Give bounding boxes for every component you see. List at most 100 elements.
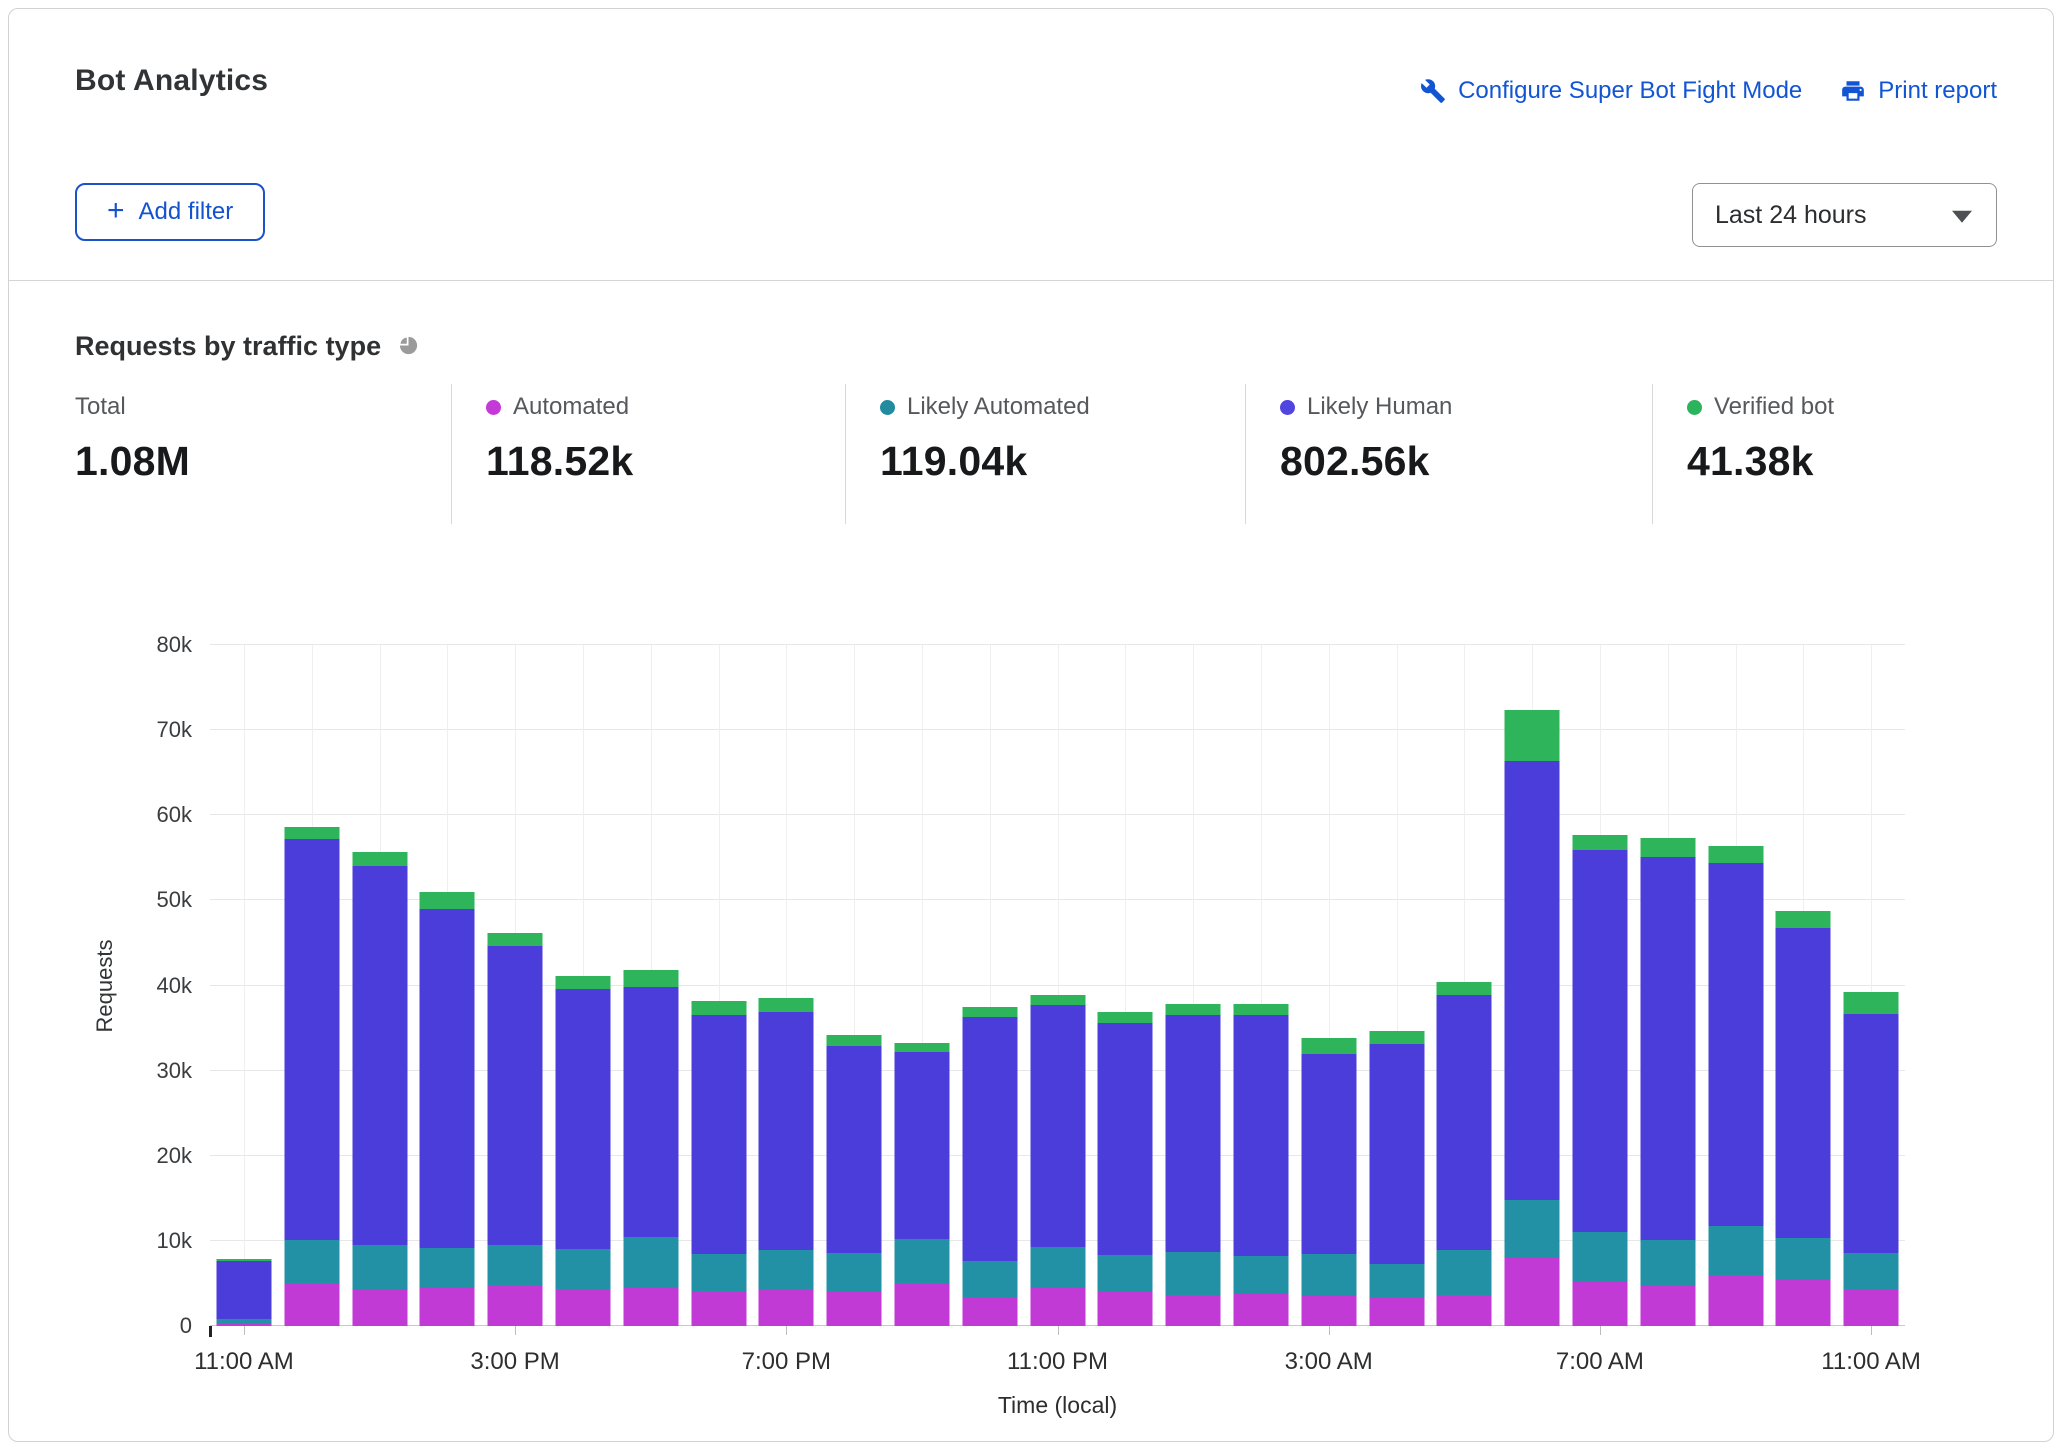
bot-analytics-page: Bot Analytics Configure Super Bot Fight … (0, 0, 2062, 1450)
plot-area[interactable]: Requests Time (local) 010k20k30k40k50k60… (210, 645, 1905, 1326)
bar-segment-verified-bot (1572, 835, 1627, 850)
stacked-bar[interactable] (420, 645, 475, 1326)
stacked-bar[interactable] (1098, 645, 1153, 1326)
stacked-bar[interactable] (1505, 645, 1560, 1326)
bar-segment-likely-automated (691, 1254, 746, 1291)
stacked-bar[interactable] (1776, 645, 1831, 1326)
stacked-bar[interactable] (691, 645, 746, 1326)
stat-automated[interactable]: Automated 118.52k (451, 384, 845, 524)
stacked-bar[interactable] (1030, 645, 1085, 1326)
bar-segment-likely-automated (1437, 1250, 1492, 1295)
y-tick-label: 30k (118, 1060, 192, 1082)
bar-segment-verified-bot (555, 976, 610, 989)
bar-segment-likely-automated (488, 1245, 543, 1285)
time-range-select[interactable]: Last 24 hours (1692, 183, 1997, 247)
x-tick (786, 1326, 787, 1335)
header-links: Configure Super Bot Fight Mode Print rep… (1420, 77, 1997, 105)
bar-segment-automated (1301, 1296, 1356, 1326)
bar-segment-verified-bot (216, 1259, 271, 1262)
bar-segment-likely-human (1776, 928, 1831, 1238)
bar-segment-likely-human (1640, 857, 1695, 1240)
bar-segment-verified-bot (488, 933, 543, 946)
bar-segment-automated (1030, 1288, 1085, 1326)
stacked-bar[interactable] (1166, 645, 1221, 1326)
bar-segment-verified-bot (420, 892, 475, 909)
bar-segment-automated (1098, 1292, 1153, 1326)
x-tick (515, 1326, 516, 1335)
bar-segment-verified-bot (1437, 982, 1492, 995)
stacked-bar[interactable] (759, 645, 814, 1326)
bar-segment-likely-human (1505, 761, 1560, 1200)
bar-segment-automated (1437, 1295, 1492, 1326)
bar-segment-likely-automated (1030, 1247, 1085, 1288)
pie-chart-icon (397, 334, 420, 362)
stacked-bar[interactable] (1708, 645, 1763, 1326)
stacked-bar[interactable] (1369, 645, 1424, 1326)
bar-segment-verified-bot (1166, 1004, 1221, 1015)
bar-segment-likely-human (1708, 863, 1763, 1226)
stacked-bar[interactable] (284, 645, 339, 1326)
stacked-bar[interactable] (1233, 645, 1288, 1326)
chevron-down-icon (1952, 211, 1972, 223)
stacked-bar[interactable] (1301, 645, 1356, 1326)
stat-likely-human[interactable]: Likely Human 802.56k (1245, 384, 1652, 524)
print-report-link[interactable]: Print report (1840, 77, 1997, 105)
bar-segment-automated (352, 1289, 407, 1326)
configure-super-bot-fight-mode-link[interactable]: Configure Super Bot Fight Mode (1420, 77, 1802, 105)
stat-total: Total 1.08M (75, 384, 451, 524)
bar-segment-likely-human (488, 946, 543, 1246)
x-tick-label: 11:00 AM (194, 1348, 294, 1376)
stacked-bar[interactable] (216, 645, 271, 1326)
stacked-bar[interactable] (1640, 645, 1695, 1326)
bot-analytics-card: Bot Analytics Configure Super Bot Fight … (8, 8, 2054, 1442)
stacked-bar[interactable] (623, 645, 678, 1326)
bar-segment-likely-automated (420, 1248, 475, 1288)
bar-segment-verified-bot (1369, 1031, 1424, 1044)
bar-segment-likely-automated (1844, 1253, 1899, 1289)
bar-segment-verified-bot (1098, 1012, 1153, 1023)
add-filter-button[interactable]: + Add filter (75, 183, 265, 241)
stat-verified-bot[interactable]: Verified bot 41.38k (1652, 384, 1997, 524)
bar-segment-automated (488, 1285, 543, 1326)
stacked-bar[interactable] (962, 645, 1017, 1326)
stat-likely-human-label: Likely Human (1307, 392, 1452, 422)
stacked-bar[interactable] (555, 645, 610, 1326)
bar-segment-likely-automated (759, 1250, 814, 1289)
x-tick-label: 3:00 PM (470, 1348, 559, 1376)
stacked-bar[interactable] (1844, 645, 1899, 1326)
bar-segment-verified-bot (962, 1007, 1017, 1017)
requests-by-traffic-type-chart: Requests Time (local) 010k20k30k40k50k60… (9, 609, 2053, 1419)
stacked-bar[interactable] (894, 645, 949, 1326)
stacked-bar[interactable] (488, 645, 543, 1326)
bar-segment-automated (1369, 1297, 1424, 1326)
bar-segment-likely-human (1437, 995, 1492, 1250)
bar-segment-likely-automated (1776, 1238, 1831, 1280)
y-tick-label: 70k (118, 719, 192, 741)
bar-segment-likely-automated (1369, 1264, 1424, 1297)
bar-segment-verified-bot (827, 1035, 882, 1046)
printer-icon (1840, 78, 1866, 104)
bar-segment-likely-automated (1708, 1226, 1763, 1275)
x-tick-label: 3:00 AM (1285, 1348, 1373, 1376)
bar-segment-likely-human (1233, 1015, 1288, 1256)
bar-segment-verified-bot (1505, 710, 1560, 761)
x-tick (244, 1326, 245, 1335)
stat-likely-automated[interactable]: Likely Automated 119.04k (845, 384, 1245, 524)
stacked-bar[interactable] (827, 645, 882, 1326)
stacked-bar[interactable] (352, 645, 407, 1326)
stacked-bar[interactable] (1437, 645, 1492, 1326)
card-header: Bot Analytics Configure Super Bot Fight … (9, 9, 2053, 281)
y-tick-label: 10k (118, 1230, 192, 1252)
bar-segment-automated (284, 1283, 339, 1326)
bar-segment-likely-automated (216, 1319, 271, 1323)
stat-verified-bot-label: Verified bot (1714, 392, 1834, 422)
bar-segment-verified-bot (284, 827, 339, 839)
bar-segment-likely-human (284, 839, 339, 1240)
stacked-bar[interactable] (1572, 645, 1627, 1326)
y-tick-label: 50k (118, 889, 192, 911)
bar-segment-automated (759, 1289, 814, 1326)
bar-segment-likely-human (962, 1017, 1017, 1261)
bar-segment-verified-bot (1708, 846, 1763, 863)
y-tick-label: 80k (118, 634, 192, 656)
stat-likely-automated-label: Likely Automated (907, 392, 1090, 422)
